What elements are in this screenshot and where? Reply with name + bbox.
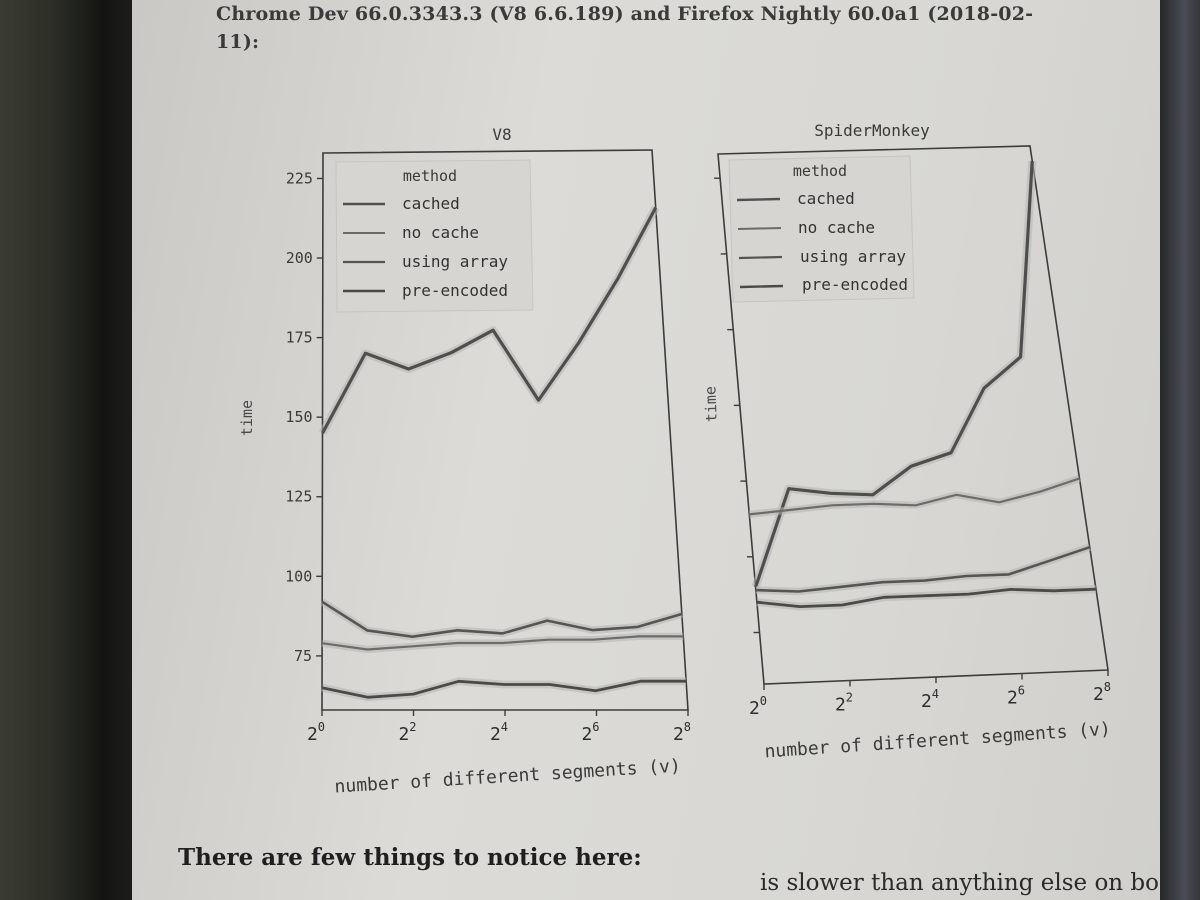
legend-entry-cached: cached (797, 189, 855, 208)
page-surface (132, 0, 1200, 900)
y-tick-label: 75 (294, 647, 312, 665)
legend-box (335, 159, 534, 313)
chart-title: V8 (492, 125, 511, 144)
series-band-using-array (755, 543, 1091, 596)
x-tick-label: 28 (1093, 680, 1111, 705)
x-tick-label: 22 (398, 720, 416, 745)
x-tick-label: 26 (581, 720, 599, 745)
x-tick-label: 20 (749, 694, 767, 719)
series-line-pre-encoded (321, 679, 687, 699)
y-axis-ticks: 75 100 125 150 175 200 225 (285, 169, 323, 665)
y-tick-label: 175 (286, 329, 313, 347)
y-tick-label: 125 (285, 488, 312, 506)
y-tick-label: 150 (285, 408, 312, 426)
legend-box (728, 155, 915, 303)
intro-text-line-1: Chrome Dev 66.0.3343.3 (V8 6.6.189) and … (216, 3, 1034, 25)
series-line-no-cache (321, 635, 684, 651)
legend-entry-no-cache: no cache (798, 218, 875, 237)
legend: method cached no cache using array pre-e… (728, 155, 915, 303)
legend: method cached no cache using array pre-e… (335, 159, 534, 313)
legend-swatch-no-cache (737, 227, 782, 230)
chart-panel-spidermonkey: SpiderMonkey 20 22 24 26 28 time number of d… (701, 121, 1111, 762)
x-tick-label: 24 (921, 687, 939, 712)
x-axis-label: number of different segments (v) (764, 719, 1111, 763)
legend-entry-using-array: using array (402, 252, 508, 271)
y-axis-label: time (238, 400, 256, 436)
legend-title: method (403, 167, 457, 185)
series-line-using-array (321, 600, 683, 638)
x-tick-label: 20 (307, 720, 325, 745)
legend-entry-pre-encoded: pre-encoded (402, 281, 508, 300)
series-lines (318, 205, 687, 702)
legend-swatch-cached (736, 197, 781, 202)
device-frame-right (1160, 0, 1200, 900)
intro-text-line-2: 11): (216, 31, 260, 53)
y-tick-label: 225 (286, 169, 313, 187)
series-line-no-cache (749, 477, 1080, 516)
legend-swatch-using-array (738, 255, 783, 260)
legend-entry-cached: cached (402, 194, 460, 213)
legend-swatch-pre-encoded (739, 284, 784, 289)
section-heading: There are few things to notice here: (178, 844, 642, 871)
legend-entry-no-cache: no cache (402, 223, 479, 242)
chart-title: SpiderMonkey (814, 121, 930, 140)
body-text-partial: is slower than anything else on bo (760, 870, 1159, 896)
legend-entry-pre-encoded: pre-encoded (802, 275, 908, 294)
series-line-using-array (755, 545, 1091, 593)
legend-title: method (793, 162, 847, 180)
legend-entry-using-array: using array (800, 247, 906, 266)
x-axis-label: number of different segments (v) (334, 755, 681, 797)
device-frame-left (0, 0, 132, 900)
series-line-pre-encoded (756, 587, 1097, 608)
y-axis-label: time (701, 386, 720, 423)
series-line-cached (321, 206, 658, 434)
series-lines (748, 160, 1097, 611)
y-tick-label: 100 (285, 567, 312, 585)
series-line-cached (754, 160, 1034, 588)
x-axis-ticks: 20 22 24 26 28 (749, 670, 1111, 719)
y-axis-ticks (714, 177, 760, 634)
x-tick-label: 22 (835, 691, 853, 716)
x-tick-label: 28 (673, 720, 691, 745)
y-tick-label: 200 (286, 249, 313, 267)
x-tick-label: 24 (490, 720, 508, 745)
x-axis-ticks: 20 22 24 26 28 (307, 710, 691, 745)
x-tick-label: 26 (1007, 684, 1025, 709)
